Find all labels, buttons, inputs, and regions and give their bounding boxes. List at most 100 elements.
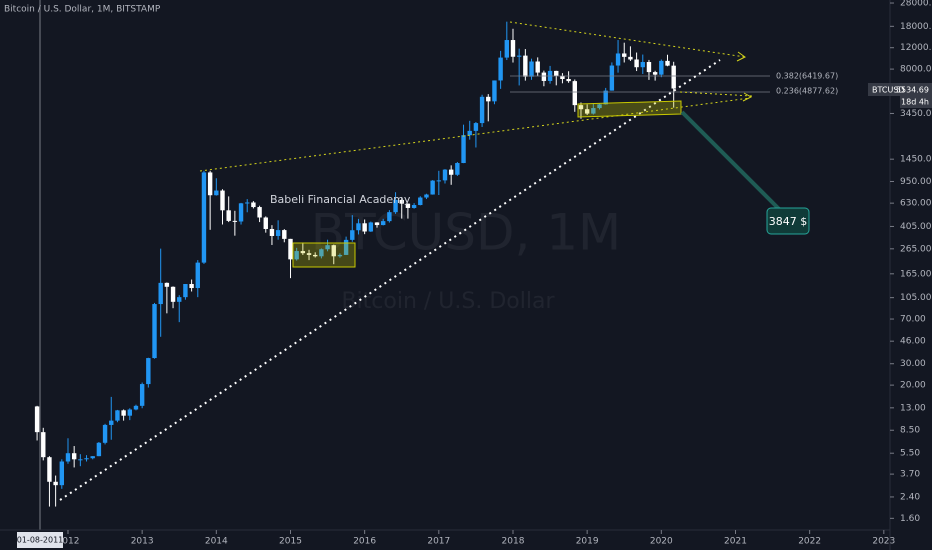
candle-body — [510, 40, 516, 57]
candle-body — [362, 223, 367, 232]
drawings: 3847 $ Babeli Financial Academy 0.382(64… — [59, 21, 838, 501]
zone — [577, 100, 682, 118]
y-tick-label: 30.00 — [900, 359, 926, 369]
candle-body — [603, 90, 608, 105]
candle-body — [411, 205, 417, 208]
crosshair-tag — [17, 532, 63, 548]
candle-body — [652, 72, 658, 75]
candle-body — [306, 253, 312, 255]
plot — [34, 21, 676, 507]
x-tick-label: 2018 — [502, 537, 525, 547]
x-tick-label: 2017 — [427, 537, 450, 547]
y-tick-label: 1.60 — [900, 514, 920, 524]
candle-body — [189, 284, 194, 289]
y-tick-label: 105.00 — [900, 293, 932, 303]
candle-body — [424, 194, 429, 198]
candle-body — [455, 163, 460, 175]
candle-body — [177, 297, 182, 302]
y-tick-label: 405.00 — [900, 222, 932, 232]
candle-body — [331, 245, 336, 257]
candle-body — [34, 406, 40, 433]
candle-body — [591, 108, 596, 114]
candle-body — [448, 169, 454, 175]
y-tick-label: 265.00 — [900, 244, 932, 254]
candle-body — [220, 190, 225, 211]
candle-body — [622, 53, 627, 57]
candle-body — [368, 222, 374, 232]
candle-body — [170, 286, 176, 302]
price-tag — [868, 83, 932, 96]
candle-body — [195, 262, 200, 289]
candle-body — [115, 410, 120, 421]
candle-body — [84, 458, 89, 460]
candle-body — [498, 57, 503, 81]
y-tick-label: 165.00 — [900, 269, 932, 279]
x-tick-label: 2013 — [131, 537, 154, 547]
y-tick-label: 630.00 — [900, 199, 932, 209]
projection-line — [680, 110, 784, 214]
y-tick-label: 950.00 — [900, 177, 932, 187]
candle-body — [665, 60, 670, 66]
author-label: Babeli Financial Academy — [270, 193, 411, 206]
y-tick-label: 18000.00 — [900, 22, 932, 32]
candle-body — [146, 358, 151, 385]
candle-body — [380, 221, 386, 226]
candle-body — [609, 65, 615, 91]
candle-body — [257, 207, 262, 218]
candle-body — [350, 230, 355, 240]
y-tick-label: 1450.00 — [900, 155, 932, 165]
candle-body — [461, 135, 466, 164]
candle-body — [139, 384, 145, 406]
candle-body — [133, 405, 139, 410]
candle-body — [640, 62, 645, 68]
y-tick-label: 20.00 — [900, 381, 926, 391]
candle-body — [207, 172, 213, 196]
candle-body — [251, 202, 256, 208]
x-tick-label: 2020 — [650, 537, 673, 547]
candle-body — [275, 230, 281, 236]
candle-body — [492, 80, 497, 102]
candle-body — [337, 254, 343, 257]
fib-label: 0.236(4877.62) — [776, 87, 838, 96]
note: 3847 $ — [769, 215, 808, 228]
candle-body — [90, 456, 95, 459]
candle-body — [152, 304, 157, 359]
candle-body — [164, 282, 170, 287]
candle-body — [343, 239, 349, 255]
candle-body — [572, 81, 577, 106]
x-tick-label: 2016 — [353, 537, 376, 547]
candle-body — [288, 238, 293, 260]
x-tick-label: 2021 — [724, 537, 747, 547]
candle-body — [102, 424, 108, 443]
y-tick-label: 5.50 — [900, 449, 920, 459]
candle-body — [356, 223, 361, 231]
candle-body — [554, 70, 559, 76]
candle-body — [523, 55, 528, 77]
candle-body — [646, 62, 652, 73]
candle-body — [300, 251, 306, 254]
candle-body — [158, 282, 163, 305]
candle-body — [393, 199, 398, 213]
y-tick-label: 46.00 — [900, 337, 926, 347]
candle-body — [473, 123, 479, 131]
price-tag-symbol: BTCUSD — [872, 86, 905, 95]
candle-body — [319, 249, 324, 257]
candle-body — [214, 190, 219, 196]
candle-body — [47, 457, 52, 482]
candle-body — [671, 65, 676, 89]
candle-body — [325, 245, 330, 250]
candle-body — [597, 104, 602, 109]
countdown: 18d 4h — [901, 98, 929, 107]
candle-body — [41, 432, 46, 458]
y-tick-label: 13.00 — [900, 403, 926, 413]
countdown-tag — [900, 96, 932, 108]
candle-body — [479, 96, 485, 124]
fib-label: 0.382(6419.67) — [776, 72, 838, 81]
candle-body — [109, 420, 114, 425]
candle-body — [269, 228, 275, 236]
y-tick-label: 3450.00 — [900, 109, 932, 119]
y-tick-label: 2.40 — [900, 492, 920, 502]
candle-body — [399, 199, 404, 204]
crosshair-label: 01-08-2011 — [17, 536, 64, 545]
